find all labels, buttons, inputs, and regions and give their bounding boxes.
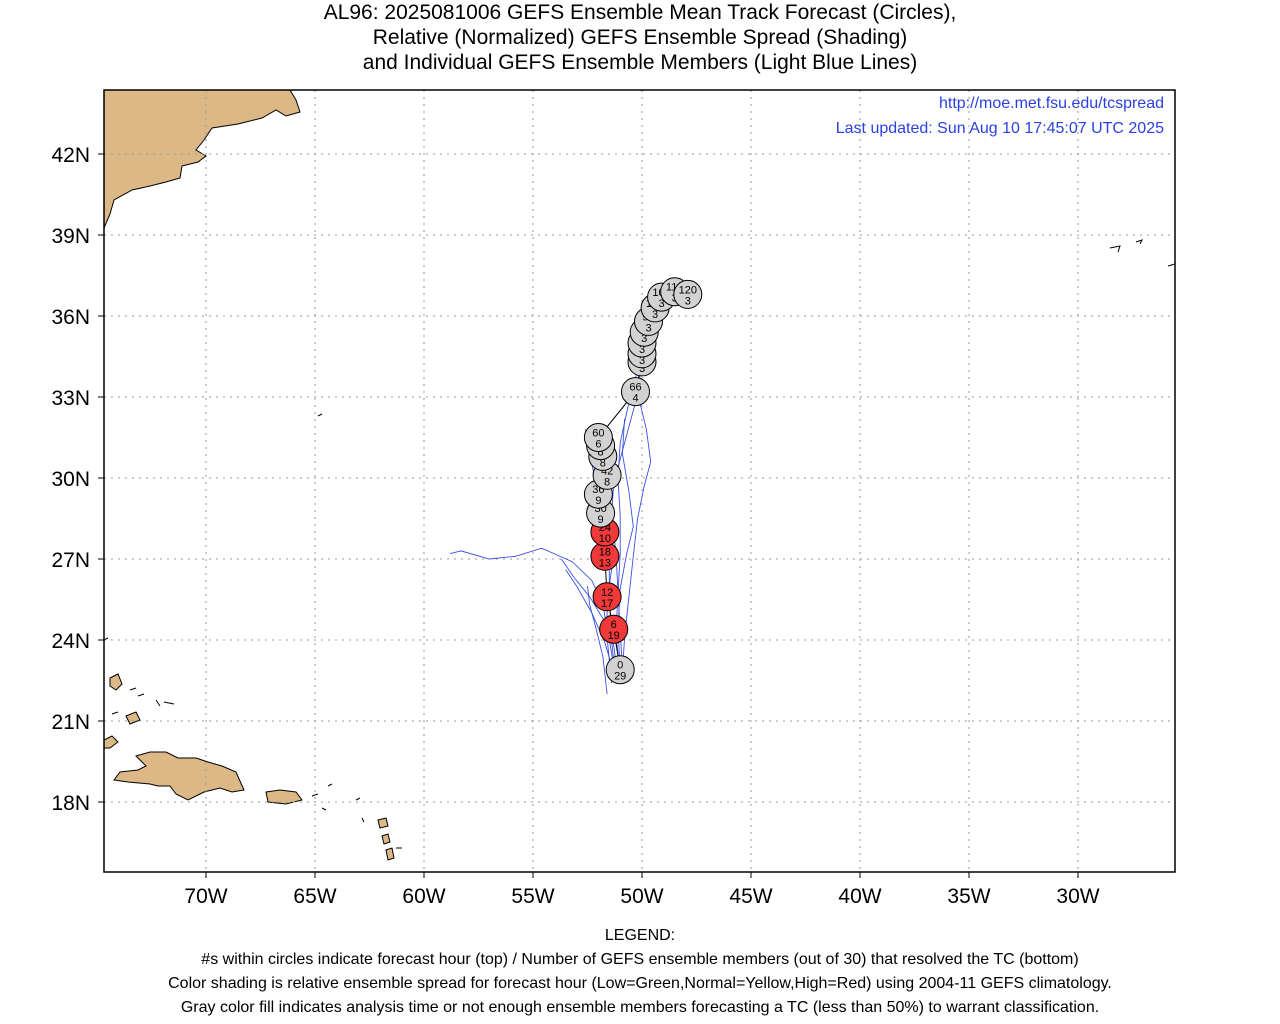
lon-label: 50W	[620, 885, 663, 908]
member-track-10	[560, 558, 619, 678]
forecast-hour-label: 60	[592, 428, 604, 440]
lat-label: 24N	[51, 630, 90, 653]
member-count-label: 19	[608, 630, 620, 642]
lat-label: 36N	[51, 306, 90, 329]
member-count-label: 8	[598, 447, 604, 459]
source-url[interactable]: http://moe.met.fsu.edu/tcspread	[939, 95, 1164, 112]
lon-label: 40W	[838, 885, 881, 908]
guadeloupe	[377, 817, 389, 829]
forecast-hour-label: 12	[601, 587, 613, 599]
forecast-point-0h: 029	[605, 655, 635, 685]
title-line-3: and Individual GEFS Ensemble Members (Li…	[362, 51, 918, 74]
forecast-hour-label: 6	[611, 619, 617, 631]
member-count-label: 3	[641, 333, 647, 345]
forecast-circle	[599, 614, 629, 644]
member-count-label: 8	[600, 457, 606, 469]
member-count-label: 9	[595, 495, 601, 507]
member-count-label: 3	[685, 295, 691, 307]
member-count-label: 8	[604, 476, 610, 488]
legend-heading: LEGEND:	[604, 927, 676, 944]
member-count-label: 3	[652, 309, 658, 321]
plot-background	[104, 90, 1175, 872]
lat-label: 18N	[51, 792, 90, 815]
grid-lines	[104, 90, 1175, 872]
legend-line-1: #s within circles indicate forecast hour…	[201, 951, 1079, 968]
hispaniola	[113, 751, 245, 801]
forecast-circle	[605, 655, 635, 685]
small-islands	[103, 239, 1176, 849]
member-track-3	[587, 585, 608, 695]
mean-track-circles: 0296191217181324103093694284885486066647…	[583, 277, 703, 685]
st-lucia	[385, 847, 395, 861]
land-masses	[104, 90, 395, 861]
forecast-hour-label: 66	[629, 382, 641, 394]
member-count-label: 29	[614, 671, 626, 683]
forecast-point-60h: 606	[583, 423, 613, 452]
member-count-label: 4	[632, 393, 638, 405]
member-count-label: 3	[639, 355, 645, 367]
member-count-label: 13	[599, 557, 611, 569]
last-updated: Last updated: Sun Aug 10 17:45:07 UTC 20…	[836, 120, 1164, 137]
member-count-label: 3	[659, 298, 665, 310]
puerto-rico	[265, 789, 303, 805]
member-track-6	[621, 377, 652, 673]
forecast-hour-label: 18	[599, 546, 611, 558]
forecast-circle	[583, 423, 613, 452]
plot-frame	[103, 89, 1176, 873]
lat-label: 21N	[51, 711, 90, 734]
member-count-label: 3	[639, 344, 645, 356]
lon-label: 55W	[511, 885, 554, 908]
cuba-tip	[104, 735, 119, 749]
lat-label: 30N	[51, 468, 90, 491]
lon-label: 70W	[184, 885, 227, 908]
forecast-point-66h: 664	[621, 377, 650, 407]
lat-label: 39N	[51, 225, 90, 248]
legend-line-2: Color shading is relative ensemble sprea…	[168, 975, 1112, 992]
lat-axis-labels: 42N 39N 36N 33N 30N 27N 24N 21N 18N	[51, 144, 90, 815]
bahamas-2	[125, 711, 141, 725]
lon-label: 45W	[729, 885, 772, 908]
member-count-label: 3	[639, 363, 645, 375]
forecast-circle	[621, 377, 650, 407]
chart-title: AL96: 2025081006 GEFS Ensemble Mean Trac…	[0, 0, 1280, 75]
tick-marks	[98, 153, 1079, 878]
lat-label: 33N	[51, 387, 90, 410]
member-count-label: 10	[599, 533, 611, 545]
lat-label: 42N	[51, 144, 90, 167]
legend: LEGEND: #s within circles indicate forec…	[0, 924, 1280, 1020]
forecast-point-6h: 619	[599, 614, 629, 644]
forecast-circle	[673, 279, 703, 309]
lon-label: 35W	[947, 885, 990, 908]
title-line-1: AL96: 2025081006 GEFS Ensemble Mean Trac…	[323, 1, 957, 24]
legend-line-3: Gray color fill indicates analysis time …	[180, 999, 1100, 1016]
member-count-label: 6	[595, 439, 601, 451]
bahamas-1	[109, 673, 123, 691]
forecast-hour-label: 120	[679, 284, 697, 296]
martinique	[381, 833, 391, 845]
member-count-label: 3	[645, 322, 651, 334]
lat-label: 27N	[51, 549, 90, 572]
lon-label: 65W	[293, 885, 336, 908]
lon-label: 60W	[402, 885, 445, 908]
lon-axis-labels: 70W 65W 60W 55W 50W 45W 40W 35W 30W	[184, 885, 1099, 908]
northeast-us-coast	[104, 90, 301, 229]
member-count-label: 17	[601, 598, 613, 610]
member-count-label: 9	[598, 514, 604, 526]
lon-label: 30W	[1056, 885, 1099, 908]
source-url-link[interactable]: http://moe.met.fsu.edu/tcspread	[939, 95, 1164, 112]
forecast-hour-label: 0	[617, 660, 623, 672]
title-line-2: Relative (Normalized) GEFS Ensemble Spre…	[372, 26, 908, 49]
forecast-circle	[592, 582, 622, 612]
